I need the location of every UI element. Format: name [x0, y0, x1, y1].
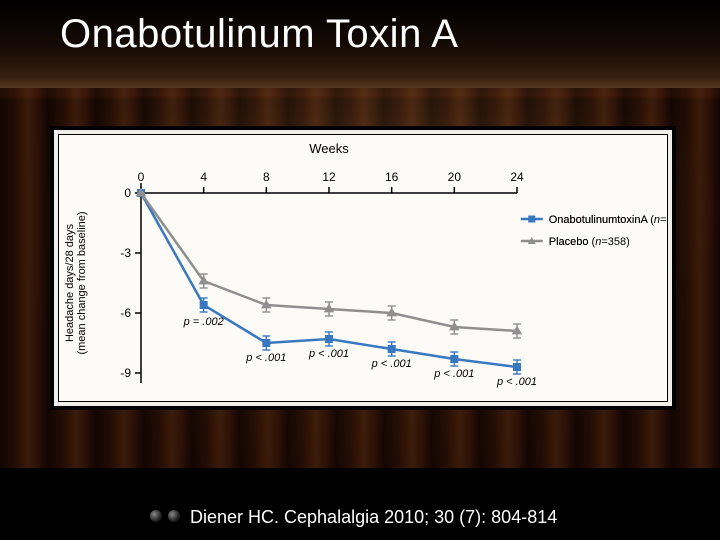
- svg-text:24: 24: [510, 170, 524, 184]
- svg-text:16: 16: [385, 170, 399, 184]
- page-title: Onabotulinum Toxin A: [60, 12, 458, 57]
- line-chart: 0 4 8 12 16 20 24 Weeks 0 -3 -6 -9 Headache days/28 …: [59, 135, 667, 401]
- chart-panel: 0 4 8 12 16 20 24 Weeks 0 -3 -6 -9 Headache days/28 …: [58, 134, 668, 402]
- svg-text:p < .001: p < .001: [433, 368, 474, 380]
- svg-text:-3: -3: [120, 246, 131, 260]
- svg-text:Placebo (n=358): Placebo (n=358): [549, 236, 630, 248]
- slide: Onabotulinum Toxin A 0 4 8 12 16 20 24 Weeks 0 -3…: [0, 0, 720, 540]
- svg-text:p = .002: p = .002: [183, 316, 224, 328]
- svg-text:p < .001: p < .001: [308, 348, 349, 360]
- svg-text:4: 4: [200, 170, 207, 184]
- svg-text:20: 20: [448, 170, 462, 184]
- svg-text:Headache days/28 days(mean cha: Headache days/28 days(mean change from b…: [64, 211, 88, 354]
- svg-text:Weeks: Weeks: [309, 141, 349, 156]
- svg-text:p < .001: p < .001: [496, 376, 537, 388]
- svg-text:p < .001: p < .001: [245, 352, 286, 364]
- svg-text:OnabotulinumtoxinA (n=347): OnabotulinumtoxinA (n=347): [549, 214, 667, 226]
- citation-text: Diener HC. Cephalalgia 2010; 30 (7): 804…: [190, 507, 557, 528]
- svg-text:8: 8: [263, 170, 270, 184]
- svg-text:-6: -6: [120, 306, 131, 320]
- bullet-icon: [168, 510, 180, 522]
- svg-text:0: 0: [138, 170, 145, 184]
- svg-text:12: 12: [322, 170, 336, 184]
- svg-text:0: 0: [124, 186, 131, 200]
- chart-frame: 0 4 8 12 16 20 24 Weeks 0 -3 -6 -9 Headache days/28 …: [50, 126, 676, 410]
- svg-text:p < .001: p < .001: [371, 358, 412, 370]
- bullet-icon: [150, 510, 162, 522]
- svg-text:-9: -9: [120, 366, 131, 380]
